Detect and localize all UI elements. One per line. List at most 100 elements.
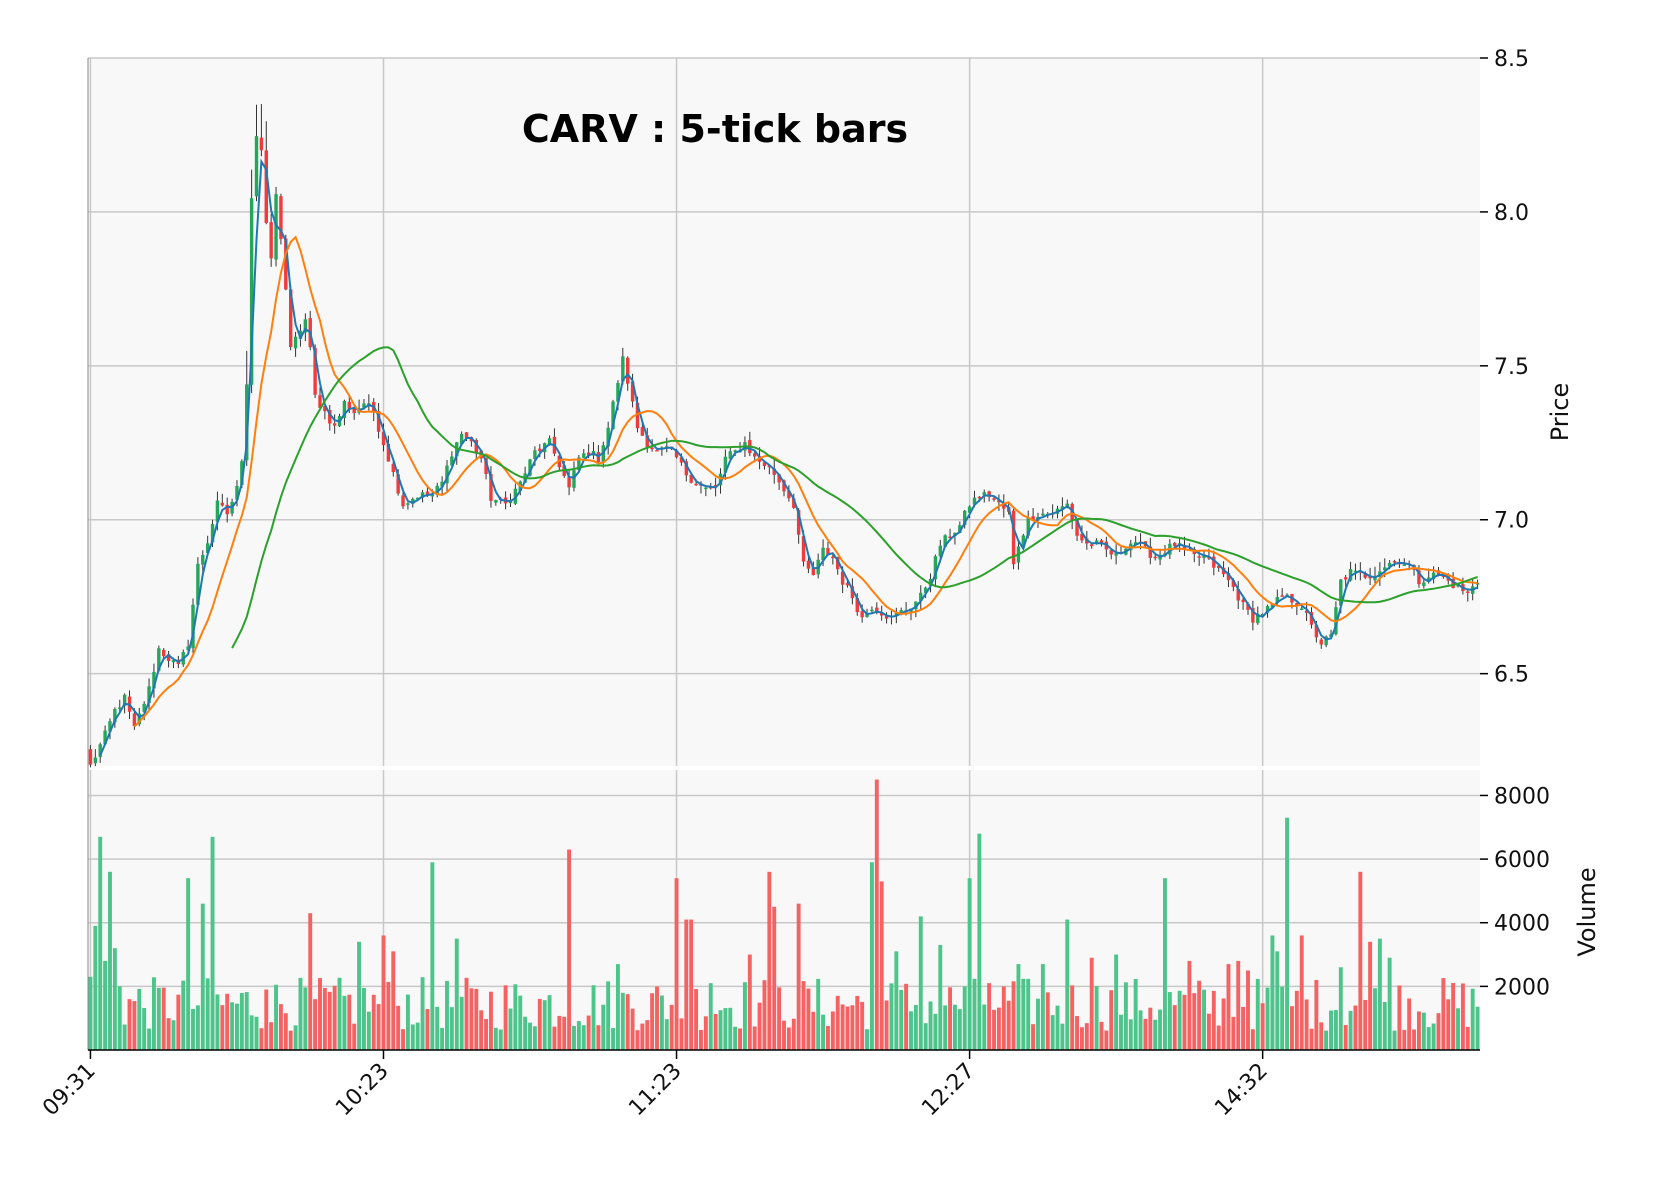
volume-bar bbox=[327, 991, 332, 1050]
volume-bar bbox=[957, 1009, 962, 1050]
volume-bar bbox=[821, 1014, 826, 1050]
volume-bar bbox=[1060, 1023, 1065, 1050]
candle-body bbox=[411, 498, 415, 504]
volume-tick-label: 4000 bbox=[1494, 912, 1550, 937]
candle-body bbox=[171, 660, 176, 663]
candle-body bbox=[401, 495, 405, 507]
volume-bar bbox=[879, 881, 884, 1050]
candle-body bbox=[98, 744, 102, 758]
candle-body bbox=[772, 468, 776, 475]
volume-bar bbox=[449, 1007, 454, 1050]
candle-body bbox=[689, 474, 693, 483]
volume-bar bbox=[1260, 1003, 1265, 1050]
candle-body bbox=[752, 453, 757, 457]
candle-body bbox=[284, 238, 288, 290]
volume-bar bbox=[1158, 1009, 1163, 1050]
candle-body bbox=[1089, 544, 1094, 547]
volume-bar bbox=[308, 913, 313, 1050]
volume-bar bbox=[1353, 1005, 1358, 1050]
candle-body bbox=[1031, 516, 1035, 521]
volume-bar bbox=[1275, 951, 1280, 1050]
volume-bar bbox=[1290, 1006, 1294, 1050]
volume-bar bbox=[1348, 1010, 1353, 1050]
volume-bar bbox=[205, 978, 210, 1050]
volume-bar bbox=[987, 983, 992, 1050]
candle-body bbox=[943, 535, 947, 547]
candle-body bbox=[1309, 612, 1314, 625]
candle-body bbox=[650, 447, 654, 450]
volume-bar bbox=[225, 993, 230, 1050]
volume-bar bbox=[1465, 1026, 1470, 1050]
volume-bar bbox=[1036, 998, 1040, 1050]
volume-bar bbox=[274, 984, 278, 1050]
volume-bar bbox=[127, 999, 132, 1050]
candle-body bbox=[836, 557, 840, 570]
volume-bar bbox=[816, 978, 821, 1050]
volume-bar bbox=[596, 1025, 601, 1050]
candle-body bbox=[249, 198, 254, 385]
candle-body bbox=[787, 490, 791, 499]
volume-bar bbox=[845, 1006, 850, 1050]
volume-bar bbox=[269, 1022, 274, 1050]
volume-bar bbox=[186, 878, 191, 1050]
volume-bar bbox=[786, 1027, 791, 1050]
volume-bar bbox=[249, 1015, 254, 1050]
volume-bar bbox=[1294, 990, 1299, 1050]
volume-bar bbox=[200, 903, 205, 1050]
candle-body bbox=[821, 547, 825, 561]
volume-bar bbox=[1021, 978, 1026, 1050]
candle-body bbox=[762, 462, 767, 466]
candle-body bbox=[1260, 614, 1265, 616]
volume-tick-label: 2000 bbox=[1494, 975, 1550, 1000]
volume-bar bbox=[547, 995, 552, 1050]
candle-body bbox=[606, 427, 610, 447]
volume-bar bbox=[1333, 1010, 1338, 1050]
volume-bar bbox=[894, 951, 899, 1050]
candle-body bbox=[269, 222, 273, 259]
volume-bar bbox=[523, 1016, 528, 1050]
volume-bar bbox=[1314, 980, 1319, 1050]
candle-body bbox=[1251, 607, 1255, 623]
candle-body bbox=[1148, 546, 1153, 558]
candle-body bbox=[879, 612, 884, 616]
volume-bar bbox=[1079, 1027, 1084, 1050]
volume-bar bbox=[376, 1004, 381, 1050]
volume-bar bbox=[742, 982, 747, 1050]
volume-bar bbox=[425, 1009, 430, 1050]
volume-bar bbox=[1382, 1002, 1387, 1050]
candle-body bbox=[298, 330, 303, 339]
volume-bar bbox=[992, 1009, 996, 1050]
candle-body bbox=[870, 609, 874, 612]
candle-body bbox=[152, 671, 156, 689]
candle-body bbox=[928, 578, 933, 586]
volume-bar bbox=[147, 1028, 152, 1050]
volume-bar bbox=[659, 995, 664, 1050]
volume-bar bbox=[723, 1008, 728, 1050]
volume-bar bbox=[313, 999, 318, 1050]
volume-bar bbox=[1138, 1010, 1143, 1050]
candle-body bbox=[704, 487, 708, 490]
candle-body bbox=[782, 480, 786, 492]
candle-body bbox=[245, 384, 249, 461]
volume-bar bbox=[1031, 1024, 1036, 1050]
candle-body bbox=[826, 548, 830, 556]
volume-bar bbox=[1045, 992, 1050, 1050]
candle-body bbox=[987, 491, 991, 498]
volume-bar bbox=[108, 871, 112, 1050]
candle-body bbox=[201, 554, 205, 565]
candle-body bbox=[1246, 603, 1250, 610]
time-tick-label: 09:31 bbox=[38, 1059, 101, 1122]
volume-bar bbox=[1421, 1012, 1426, 1050]
volume-bar bbox=[1475, 1006, 1480, 1050]
candle-body bbox=[1021, 535, 1026, 548]
candle-body bbox=[850, 586, 855, 599]
volume-bar bbox=[928, 1001, 933, 1050]
candle-body bbox=[347, 401, 352, 410]
candle-body bbox=[313, 347, 317, 395]
candle-body bbox=[435, 485, 439, 495]
candle-body bbox=[430, 494, 435, 497]
candle-body bbox=[450, 456, 454, 466]
volume-bar bbox=[371, 994, 376, 1050]
volume-bar bbox=[811, 1011, 816, 1050]
candle-body bbox=[342, 400, 347, 418]
